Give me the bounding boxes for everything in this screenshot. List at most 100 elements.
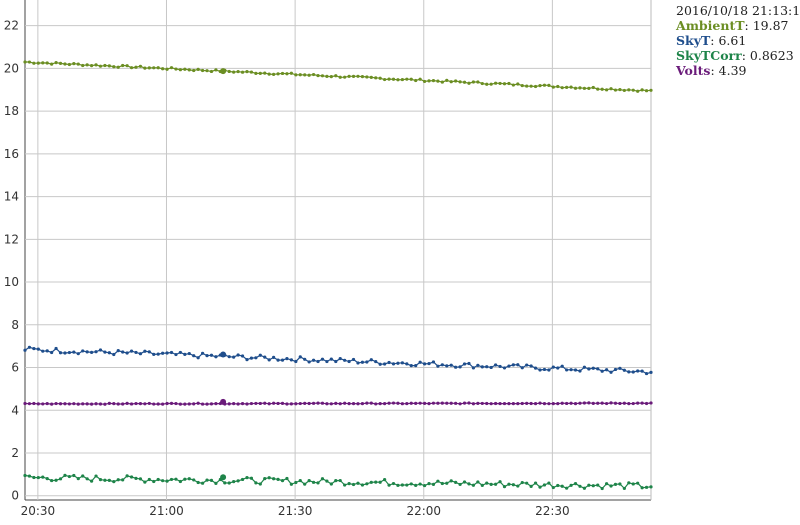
y-tick-label: 8 [11, 318, 19, 332]
y-axis-ticks: 0 2 4 6 8 10 12 14 16 18 20 22 [4, 19, 19, 503]
data-point [196, 67, 200, 71]
data-point [147, 66, 151, 70]
data-point [556, 483, 560, 488]
data-point [338, 356, 342, 361]
data-point [347, 402, 351, 406]
data-point [187, 477, 191, 481]
data-point [121, 350, 125, 354]
data-point [94, 402, 98, 406]
data-point [400, 402, 404, 406]
data-point [587, 86, 591, 90]
data-point [582, 86, 587, 90]
data-point [178, 68, 182, 72]
data-point [240, 354, 245, 358]
data-point [303, 357, 307, 361]
data-point [454, 365, 458, 369]
data-point [502, 82, 507, 86]
y-tick-label: 4 [11, 403, 19, 417]
y-tick-label: 22 [4, 19, 19, 33]
data-point [360, 360, 365, 364]
data-point [551, 365, 555, 369]
data-point [236, 402, 240, 406]
data-point [365, 401, 369, 405]
data-point [289, 358, 293, 362]
data-point [405, 401, 409, 406]
data-point [129, 475, 134, 479]
data-point [272, 401, 276, 405]
data-point [391, 77, 396, 81]
data-point [471, 80, 476, 84]
data-point [498, 401, 502, 406]
data-point [143, 349, 147, 353]
data-point [538, 401, 542, 405]
data-point [85, 350, 89, 354]
data-point [578, 86, 582, 90]
data-point [649, 88, 653, 92]
data-point [116, 402, 120, 406]
data-point [556, 402, 560, 406]
data-point [329, 402, 333, 406]
data-point [569, 401, 573, 405]
data-point [316, 401, 320, 405]
data-point [440, 80, 444, 84]
data-point [143, 66, 147, 70]
data-point [378, 402, 382, 406]
data-point [23, 348, 27, 352]
data-point [489, 402, 493, 406]
data-point [54, 346, 58, 351]
data-point [445, 78, 449, 82]
line-chart[interactable]: 0 2 4 6 8 10 12 14 16 18 20 22 20:30 21:00 21:30 22:00… [0, 0, 655, 525]
data-point [578, 484, 582, 488]
data-point [618, 366, 622, 370]
data-point [422, 483, 427, 488]
data-point [347, 359, 351, 364]
data-point [525, 363, 529, 367]
data-point [263, 355, 267, 359]
data-point [174, 477, 178, 481]
data-point [649, 485, 653, 489]
data-point [121, 63, 125, 68]
data-point [400, 483, 404, 487]
data-point [427, 482, 431, 486]
data-point [72, 350, 76, 354]
data-point [644, 485, 649, 489]
data-point [192, 402, 196, 406]
data-point [573, 368, 578, 372]
data-point [89, 479, 94, 483]
data-point [587, 367, 591, 371]
data-point [89, 64, 94, 68]
data-point [609, 370, 613, 374]
data-point [462, 480, 467, 484]
data-point [329, 357, 333, 361]
data-point [471, 483, 476, 487]
data-point [391, 481, 396, 486]
data-point [85, 63, 89, 67]
data-point [254, 481, 258, 485]
data-point [396, 483, 400, 487]
data-point [76, 402, 80, 406]
legend-value: 0.8623 [749, 48, 794, 63]
data-point [152, 479, 156, 484]
data-point [205, 478, 209, 482]
data-point [45, 477, 49, 481]
data-point [81, 402, 85, 406]
data-point [50, 478, 54, 483]
data-point [165, 67, 169, 71]
data-point [374, 359, 378, 364]
data-point [36, 347, 40, 351]
data-point [254, 401, 258, 406]
data-point [240, 70, 245, 74]
data-point [285, 72, 289, 76]
data-point [591, 484, 595, 488]
data-point [192, 354, 196, 358]
data-point [67, 402, 71, 406]
data-point [467, 361, 471, 366]
data-point [587, 483, 591, 487]
data-point [125, 351, 129, 355]
data-point [591, 401, 595, 405]
data-point [627, 481, 631, 485]
data-point [462, 362, 467, 366]
data-point [533, 402, 538, 406]
data-point [320, 477, 325, 481]
data-point [236, 479, 240, 483]
